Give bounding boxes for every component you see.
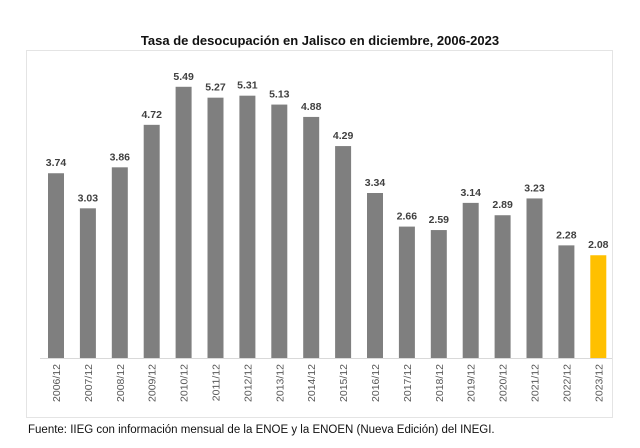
data-label: 2.59 (429, 214, 450, 226)
bar-2008/12 (111, 167, 128, 358)
x-tick-label: 2018/12 (434, 364, 446, 402)
bar-2015/12 (335, 146, 352, 358)
data-label: 4.72 (141, 109, 162, 121)
bar-2018/12 (430, 230, 447, 358)
data-label: 2.28 (556, 229, 577, 241)
chart-frame (26, 50, 613, 418)
x-tick-label: 2015/12 (338, 364, 350, 402)
x-tick-label: 2020/12 (498, 364, 510, 402)
x-tick-label: 2013/12 (274, 364, 286, 402)
data-label: 3.14 (460, 187, 481, 199)
data-label: 4.88 (301, 101, 322, 113)
bar-2012/12 (239, 95, 256, 358)
bar-2017/12 (398, 226, 415, 358)
x-tick-label: 2014/12 (306, 364, 318, 402)
x-tick-label: 2019/12 (466, 364, 478, 402)
x-tick-label: 2016/12 (370, 364, 382, 402)
chart-title: Tasa de desocupación en Jalisco en dicie… (140, 33, 500, 48)
x-tick-label: 2009/12 (147, 364, 159, 402)
bar-2016/12 (367, 193, 383, 358)
bar-2011/12 (207, 97, 224, 359)
data-label: 2.08 (588, 239, 609, 251)
bar-2021/12 (526, 198, 543, 358)
bar-2007/12 (79, 208, 96, 358)
x-tick-label: 2008/12 (115, 364, 127, 402)
x-tick-label: 2006/12 (51, 364, 63, 402)
x-tick-label: 2021/12 (530, 364, 542, 402)
x-tick-label: 2011/12 (211, 364, 223, 401)
x-tick-label: 2007/12 (83, 364, 95, 402)
data-label: 3.03 (78, 192, 99, 204)
data-label: 5.31 (237, 80, 258, 92)
data-label: 5.27 (205, 82, 226, 94)
data-label: 3.23 (524, 182, 545, 194)
bar-2010/12 (175, 86, 192, 358)
data-label: 2.66 (397, 211, 418, 223)
data-label: 3.34 (365, 177, 386, 189)
x-tick-label: 2010/12 (179, 364, 191, 402)
x-tick-label: 2012/12 (242, 364, 254, 402)
bar-2006/12 (48, 173, 64, 358)
data-label: 3.86 (110, 151, 131, 163)
bar-2019/12 (462, 202, 479, 358)
bar-2013/12 (271, 104, 288, 358)
bar-2020/12 (494, 215, 511, 358)
x-tick-label: 2022/12 (561, 364, 573, 402)
bar-2023/12 (590, 255, 607, 358)
source-note: Fuente: IIEG con información mensual de … (28, 424, 495, 436)
data-label: 5.49 (173, 71, 194, 83)
data-label: 4.29 (333, 130, 354, 142)
x-tick-label: 2023/12 (593, 364, 605, 402)
x-tick-label: 2017/12 (402, 364, 414, 402)
bar-2022/12 (558, 245, 575, 358)
bar-2014/12 (303, 116, 320, 358)
data-label: 5.13 (269, 89, 290, 101)
data-label: 3.74 (46, 157, 67, 169)
data-label: 2.89 (492, 199, 513, 211)
bar-2009/12 (143, 124, 160, 358)
